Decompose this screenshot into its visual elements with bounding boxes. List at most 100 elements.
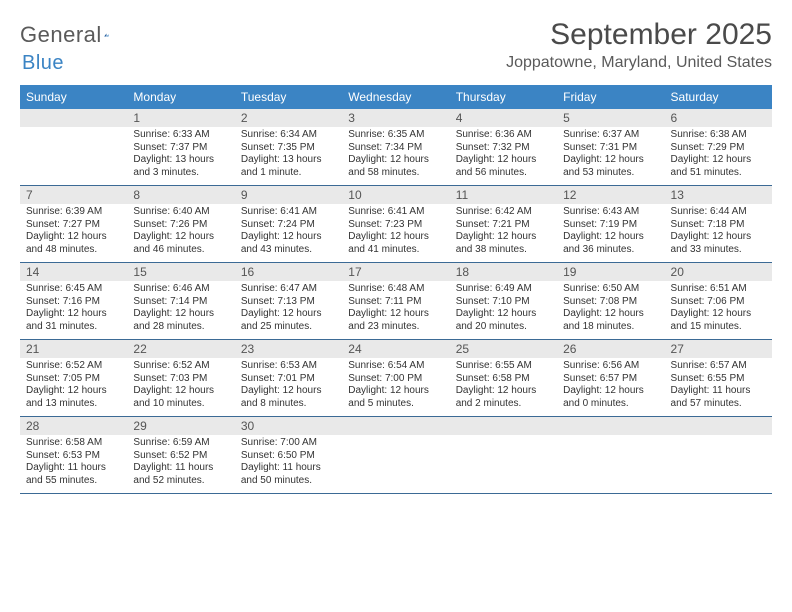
day-line: Daylight: 12 hours [671,231,766,244]
day-line: Daylight: 12 hours [456,385,551,398]
day-body: Sunrise: 6:48 AMSunset: 7:11 PMDaylight:… [342,281,449,339]
day-cell: 20Sunrise: 6:51 AMSunset: 7:06 PMDayligh… [665,263,772,340]
day-line: Daylight: 11 hours [671,385,766,398]
day-line: Sunset: 7:13 PM [241,296,336,309]
day-cell: 28Sunrise: 6:58 AMSunset: 6:53 PMDayligh… [20,417,127,494]
day-body: Sunrise: 6:59 AMSunset: 6:52 PMDaylight:… [127,435,234,493]
day-body: Sunrise: 6:33 AMSunset: 7:37 PMDaylight:… [127,127,234,185]
day-body: Sunrise: 6:44 AMSunset: 7:18 PMDaylight:… [665,204,772,262]
day-line: Daylight: 12 hours [348,154,443,167]
day-number: 29 [127,417,234,435]
day-cell: 6Sunrise: 6:38 AMSunset: 7:29 PMDaylight… [665,109,772,186]
day-line: Daylight: 13 hours [241,154,336,167]
day-line: Daylight: 11 hours [26,462,121,475]
day-line: Sunrise: 6:59 AM [133,437,228,450]
day-line: and 18 minutes. [563,321,658,334]
week-row: 14Sunrise: 6:45 AMSunset: 7:16 PMDayligh… [20,263,772,340]
day-number: 5 [557,109,664,127]
week-row: 1Sunrise: 6:33 AMSunset: 7:37 PMDaylight… [20,109,772,186]
day-line: Sunrise: 6:54 AM [348,360,443,373]
day-line: Daylight: 12 hours [241,308,336,321]
day-line: Sunset: 6:50 PM [241,450,336,463]
day-cell: 17Sunrise: 6:48 AMSunset: 7:11 PMDayligh… [342,263,449,340]
dow-friday: Friday [557,85,664,109]
day-body [20,127,127,183]
day-line: and 10 minutes. [133,398,228,411]
day-cell: 23Sunrise: 6:53 AMSunset: 7:01 PMDayligh… [235,340,342,417]
day-line: Sunrise: 7:00 AM [241,437,336,450]
day-line: and 2 minutes. [456,398,551,411]
day-number: 2 [235,109,342,127]
day-line: Sunrise: 6:35 AM [348,129,443,142]
day-cell: 30Sunrise: 7:00 AMSunset: 6:50 PMDayligh… [235,417,342,494]
day-cell: 10Sunrise: 6:41 AMSunset: 7:23 PMDayligh… [342,186,449,263]
day-line: and 23 minutes. [348,321,443,334]
day-cell: 3Sunrise: 6:35 AMSunset: 7:34 PMDaylight… [342,109,449,186]
day-line: and 36 minutes. [563,244,658,257]
day-body: Sunrise: 6:46 AMSunset: 7:14 PMDaylight:… [127,281,234,339]
day-line: Daylight: 12 hours [563,154,658,167]
day-cell: 4Sunrise: 6:36 AMSunset: 7:32 PMDaylight… [450,109,557,186]
day-line: Sunrise: 6:51 AM [671,283,766,296]
day-line: Sunrise: 6:52 AM [133,360,228,373]
day-line: Sunrise: 6:55 AM [456,360,551,373]
day-line: Daylight: 11 hours [241,462,336,475]
day-cell: 13Sunrise: 6:44 AMSunset: 7:18 PMDayligh… [665,186,772,263]
day-number: 19 [557,263,664,281]
day-line: Daylight: 11 hours [133,462,228,475]
day-body: Sunrise: 6:47 AMSunset: 7:13 PMDaylight:… [235,281,342,339]
day-line: Daylight: 12 hours [563,231,658,244]
day-line: and 58 minutes. [348,167,443,180]
day-line: Sunrise: 6:50 AM [563,283,658,296]
day-line: Sunset: 7:10 PM [456,296,551,309]
day-line: Sunset: 7:19 PM [563,219,658,232]
dow-monday: Monday [127,85,234,109]
day-number: 10 [342,186,449,204]
day-line: and 51 minutes. [671,167,766,180]
day-line: Sunset: 7:21 PM [456,219,551,232]
day-line: and 50 minutes. [241,475,336,488]
day-line: Sunset: 7:32 PM [456,142,551,155]
title-block: September 2025 Joppatowne, Maryland, Uni… [506,18,772,72]
brand-name-1: General [20,22,102,48]
day-cell: 5Sunrise: 6:37 AMSunset: 7:31 PMDaylight… [557,109,664,186]
day-line: Daylight: 12 hours [26,231,121,244]
day-body: Sunrise: 6:58 AMSunset: 6:53 PMDaylight:… [20,435,127,493]
day-number: 12 [557,186,664,204]
day-number: 16 [235,263,342,281]
day-line: and 0 minutes. [563,398,658,411]
location-subtitle: Joppatowne, Maryland, United States [506,54,772,72]
day-line: Sunrise: 6:37 AM [563,129,658,142]
day-line: and 28 minutes. [133,321,228,334]
month-title: September 2025 [506,18,772,52]
day-body [450,435,557,491]
day-line: and 5 minutes. [348,398,443,411]
day-number: 1 [127,109,234,127]
dow-tuesday: Tuesday [235,85,342,109]
day-line: and 3 minutes. [133,167,228,180]
day-number [450,417,557,435]
day-line: and 8 minutes. [241,398,336,411]
day-line: and 1 minute. [241,167,336,180]
day-line: Sunrise: 6:58 AM [26,437,121,450]
day-body: Sunrise: 6:50 AMSunset: 7:08 PMDaylight:… [557,281,664,339]
day-line: Daylight: 12 hours [563,385,658,398]
day-number: 28 [20,417,127,435]
day-line: Daylight: 12 hours [456,154,551,167]
day-line: Sunrise: 6:34 AM [241,129,336,142]
day-number: 21 [20,340,127,358]
day-line: Sunset: 7:18 PM [671,219,766,232]
week-row: 28Sunrise: 6:58 AMSunset: 6:53 PMDayligh… [20,417,772,494]
day-line: Sunset: 7:01 PM [241,373,336,386]
day-body: Sunrise: 6:40 AMSunset: 7:26 PMDaylight:… [127,204,234,262]
day-line: Sunset: 7:37 PM [133,142,228,155]
day-line: Sunrise: 6:56 AM [563,360,658,373]
dow-thursday: Thursday [450,85,557,109]
day-line: Sunset: 6:58 PM [456,373,551,386]
day-number: 22 [127,340,234,358]
day-number: 3 [342,109,449,127]
day-cell: 14Sunrise: 6:45 AMSunset: 7:16 PMDayligh… [20,263,127,340]
day-cell: 12Sunrise: 6:43 AMSunset: 7:19 PMDayligh… [557,186,664,263]
day-line: and 52 minutes. [133,475,228,488]
day-line: Sunrise: 6:39 AM [26,206,121,219]
